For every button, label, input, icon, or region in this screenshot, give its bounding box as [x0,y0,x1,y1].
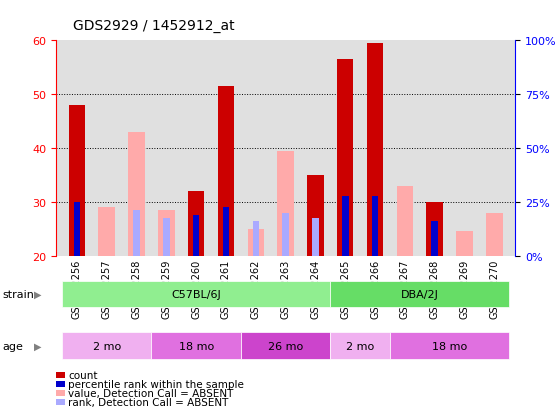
Bar [73,202,80,256]
Bar [133,210,140,256]
Bar [367,44,383,256]
Text: count: count [68,370,98,380]
Text: 2 mo: 2 mo [346,341,374,351]
Text: GDS2929 / 1452912_at: GDS2929 / 1452912_at [73,19,235,33]
Bar [337,60,353,256]
Text: 18 mo: 18 mo [432,341,467,351]
Bar [396,186,413,256]
Text: rank, Detection Call = ABSENT: rank, Detection Call = ABSENT [68,397,228,407]
Bar [69,106,85,256]
Bar [431,221,438,256]
Text: percentile rank within the sample: percentile rank within the sample [68,379,244,389]
Bar [223,208,229,256]
Bar [342,197,348,256]
Bar [128,133,144,256]
Bar [312,218,319,256]
Bar [158,210,175,256]
Text: DBA/2J: DBA/2J [401,289,438,299]
Bar [282,213,289,256]
Bar [188,192,204,256]
Text: 2 mo: 2 mo [92,341,121,351]
Bar [99,208,115,256]
Text: 18 mo: 18 mo [179,341,214,351]
Text: strain: strain [3,289,35,299]
Bar [312,218,319,256]
Bar [486,213,502,256]
Bar [253,221,259,256]
Bar [307,176,324,256]
Bar [163,218,170,256]
Bar [456,232,473,256]
Bar [248,229,264,256]
Text: value, Detection Call = ABSENT: value, Detection Call = ABSENT [68,388,234,398]
Text: age: age [3,341,24,351]
Text: ▶: ▶ [34,341,41,351]
Text: ▶: ▶ [34,289,41,299]
Bar [372,197,379,256]
Bar [218,87,234,256]
Bar [193,216,199,256]
Text: 26 mo: 26 mo [268,341,303,351]
Bar [427,202,443,256]
Bar [277,151,294,256]
Text: C57BL/6J: C57BL/6J [171,289,221,299]
